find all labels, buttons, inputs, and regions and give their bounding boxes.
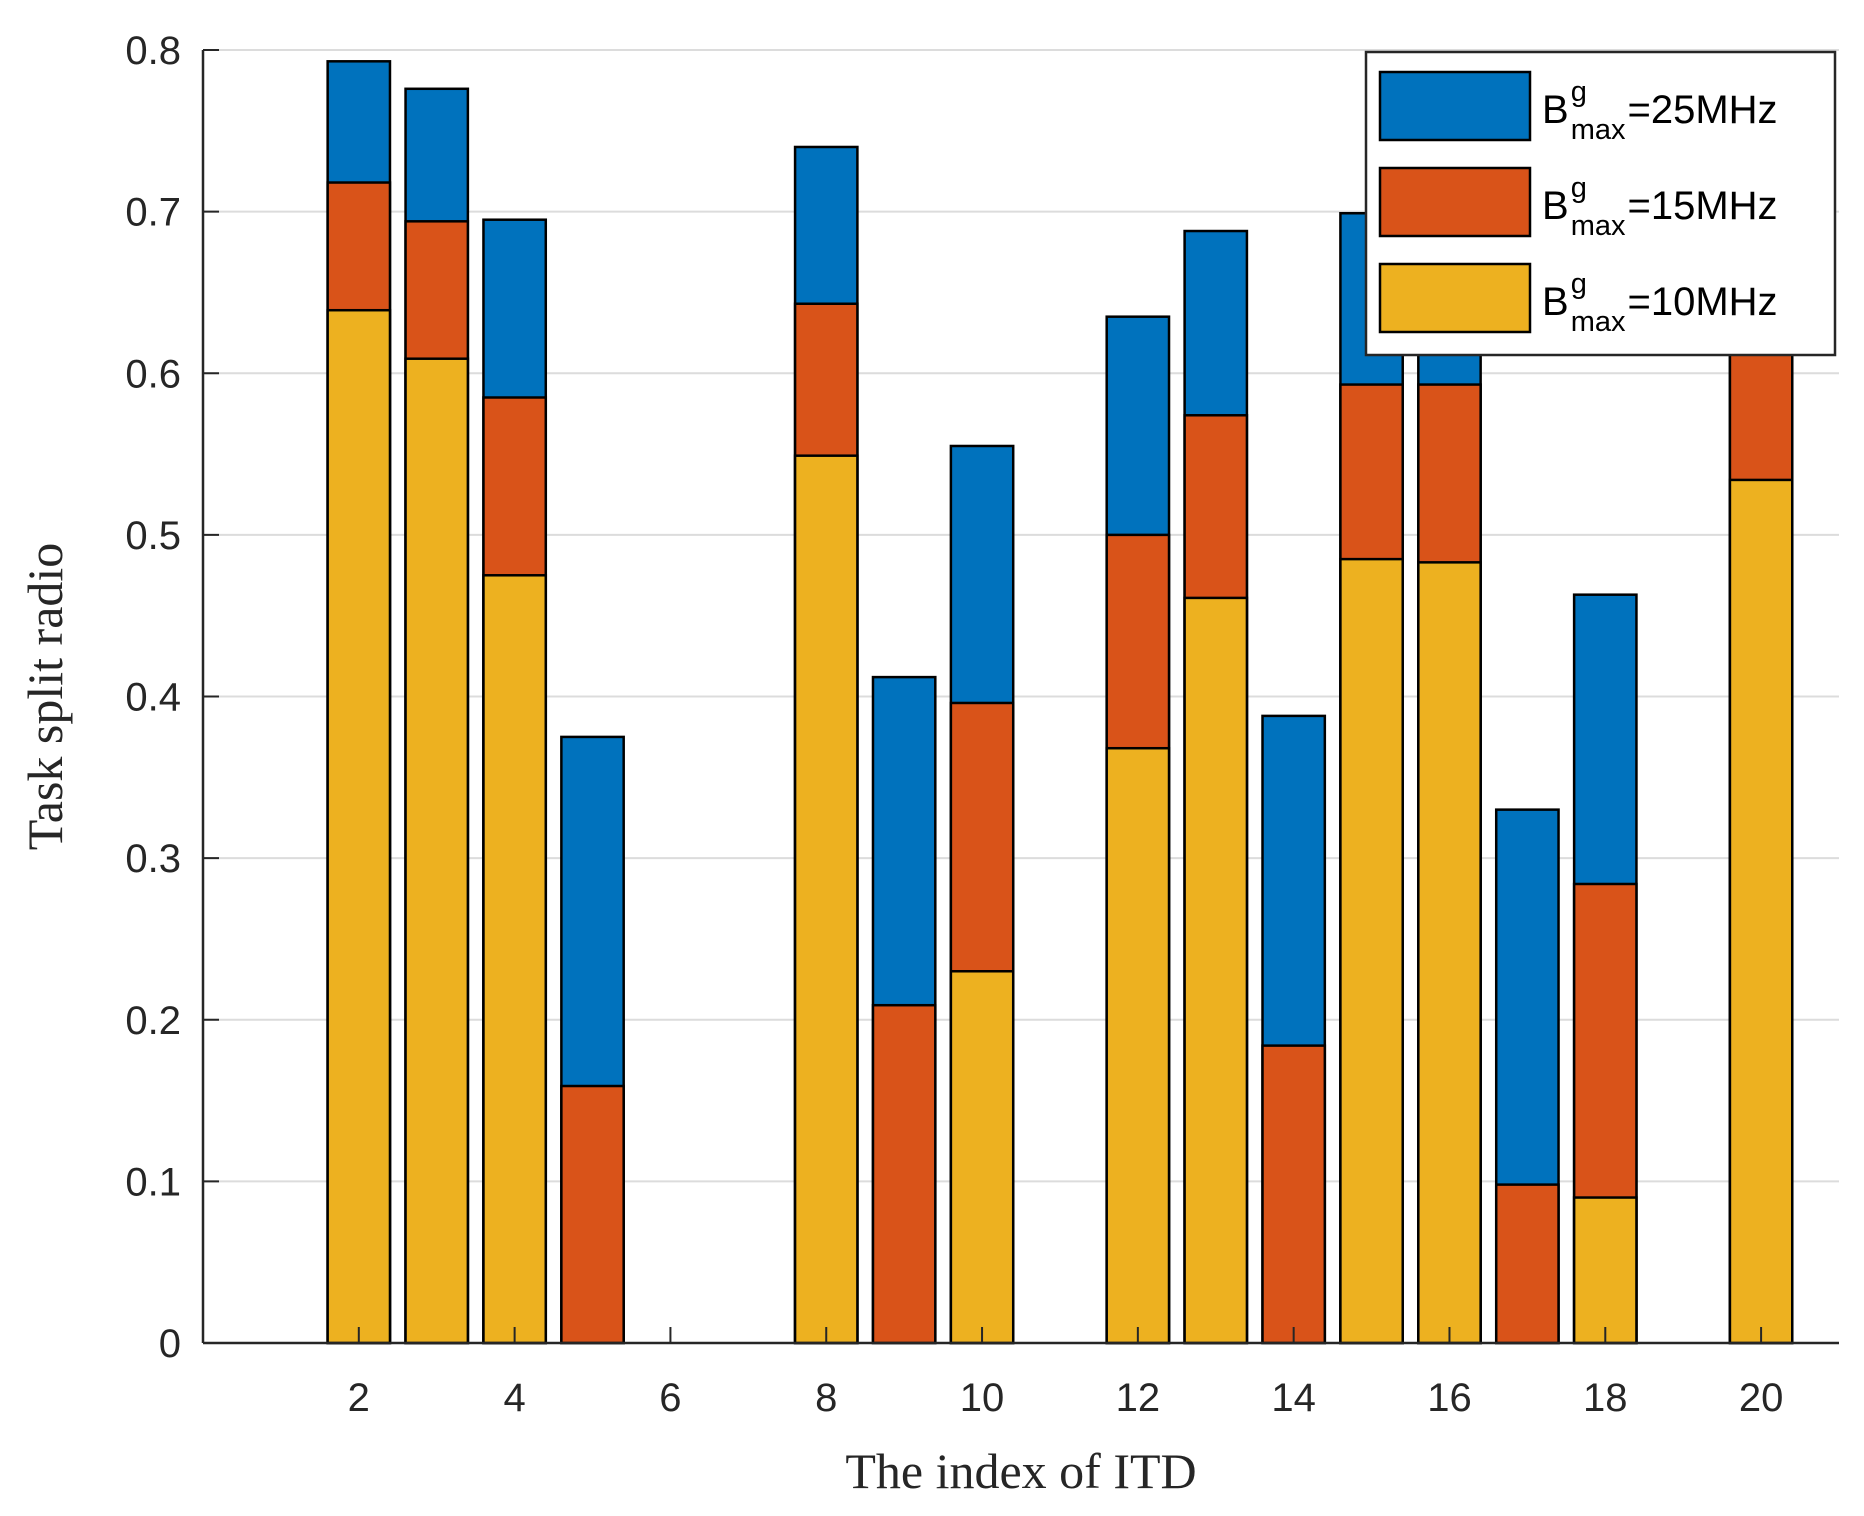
bar-series-3-itd-10 [949, 970, 1015, 1345]
bar-series-3-itd-15 [1339, 557, 1404, 1345]
y-tick-label: 0.4 [125, 676, 181, 720]
legend-entry-label: Bg max=10MHz [1542, 268, 1778, 338]
x-tick-label: 18 [1583, 1376, 1628, 1420]
legend-swatch [1378, 70, 1532, 142]
bar-series-2-itd-14 [1261, 1044, 1327, 1345]
tick-labels: 0 0.1 0.2 0.3 0.4 0.5 0.6 0.7 0.8 2 4 6 8 10 12 14 16 18 2… [125, 29, 1783, 1420]
bar-series-3-itd-3 [404, 357, 470, 1345]
axes [201, 49, 1839, 1345]
y-tick-label: 0 [159, 1322, 181, 1366]
legend-swatch [1378, 262, 1532, 334]
y-tick-label: 0.8 [125, 29, 181, 73]
x-tick-label: 20 [1739, 1376, 1784, 1420]
bar-series-3-itd-16 [1417, 561, 1482, 1345]
bar-series-3-itd-20 [1728, 478, 1794, 1345]
x-tick-label: 6 [659, 1376, 681, 1420]
bar-series-2-itd-17 [1494, 1183, 1560, 1345]
legend-swatch [1378, 166, 1532, 238]
y-tick-label: 0.5 [125, 514, 181, 558]
bar-series-3-itd-18 [1572, 1196, 1638, 1345]
bar-series-2-itd-9 [871, 1003, 937, 1345]
y-tick-label: 0.7 [125, 191, 181, 235]
bar-series-3-itd-12 [1105, 746, 1171, 1345]
x-tick-label: 8 [815, 1376, 837, 1420]
x-axis-label: The index of ITD [845, 1443, 1196, 1499]
x-tick-label: 16 [1427, 1376, 1472, 1420]
grid-lines [203, 49, 1839, 1183]
legend: Bg max=25MHz Bg max=15MHz Bg max=10MHz [1364, 50, 1837, 357]
bar-series-3-itd-8 [793, 454, 859, 1345]
y-axis-label: Task split radio [17, 543, 73, 851]
x-tick-label: 14 [1271, 1376, 1316, 1420]
legend-entry-label: Bg max=25MHz [1542, 76, 1778, 146]
bar-series-3-itd-13 [1183, 596, 1249, 1345]
y-tick-label: 0.2 [125, 999, 181, 1043]
y-tick-label: 0.6 [125, 352, 181, 396]
bar-series-3-itd-2 [326, 308, 392, 1345]
bar-series-2-itd-5 [560, 1084, 625, 1345]
legend-entry-label: Bg max=15MHz [1542, 172, 1778, 242]
y-tick-label: 0.1 [125, 1160, 181, 1204]
x-tick-label: 4 [503, 1376, 525, 1420]
bar-series-3-itd-4 [482, 574, 548, 1345]
x-tick-label: 10 [960, 1376, 1005, 1420]
x-tick-label: 12 [1116, 1376, 1161, 1420]
y-tick-label: 0.3 [125, 837, 181, 881]
x-tick-label: 2 [348, 1376, 370, 1420]
